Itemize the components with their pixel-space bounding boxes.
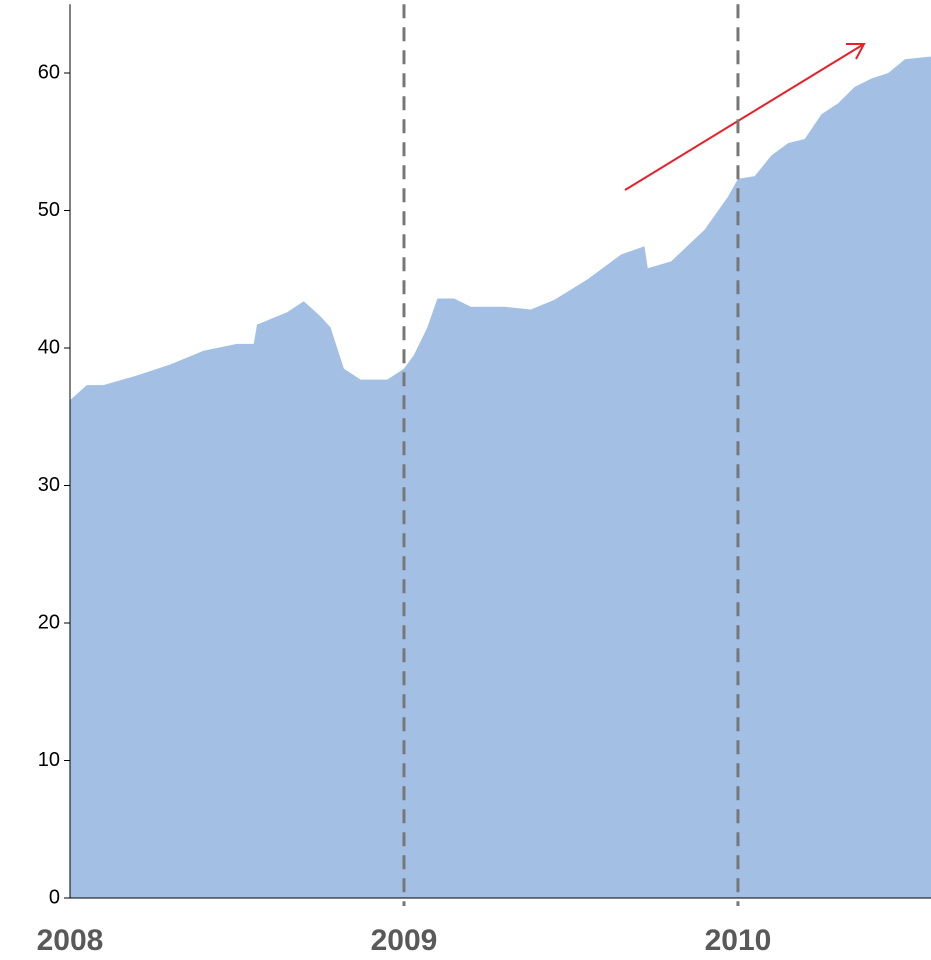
plot-area — [70, 56, 931, 898]
y-tick-label: 40 — [38, 336, 60, 358]
x-tick-label: 2009 — [371, 924, 438, 957]
y-tick-label: 0 — [49, 886, 60, 908]
y-tick-label: 20 — [38, 611, 60, 633]
y-tick-label: 30 — [38, 474, 60, 496]
y-tick-label: 60 — [38, 61, 60, 83]
x-tick-label: 2010 — [705, 924, 772, 957]
x-tick-label: 2008 — [37, 924, 104, 957]
y-tick-label: 50 — [38, 199, 60, 221]
area — [70, 56, 931, 898]
y-tick-label: 10 — [38, 749, 60, 771]
trend-arrow — [624, 43, 865, 191]
trend-arrow-head — [846, 43, 866, 60]
